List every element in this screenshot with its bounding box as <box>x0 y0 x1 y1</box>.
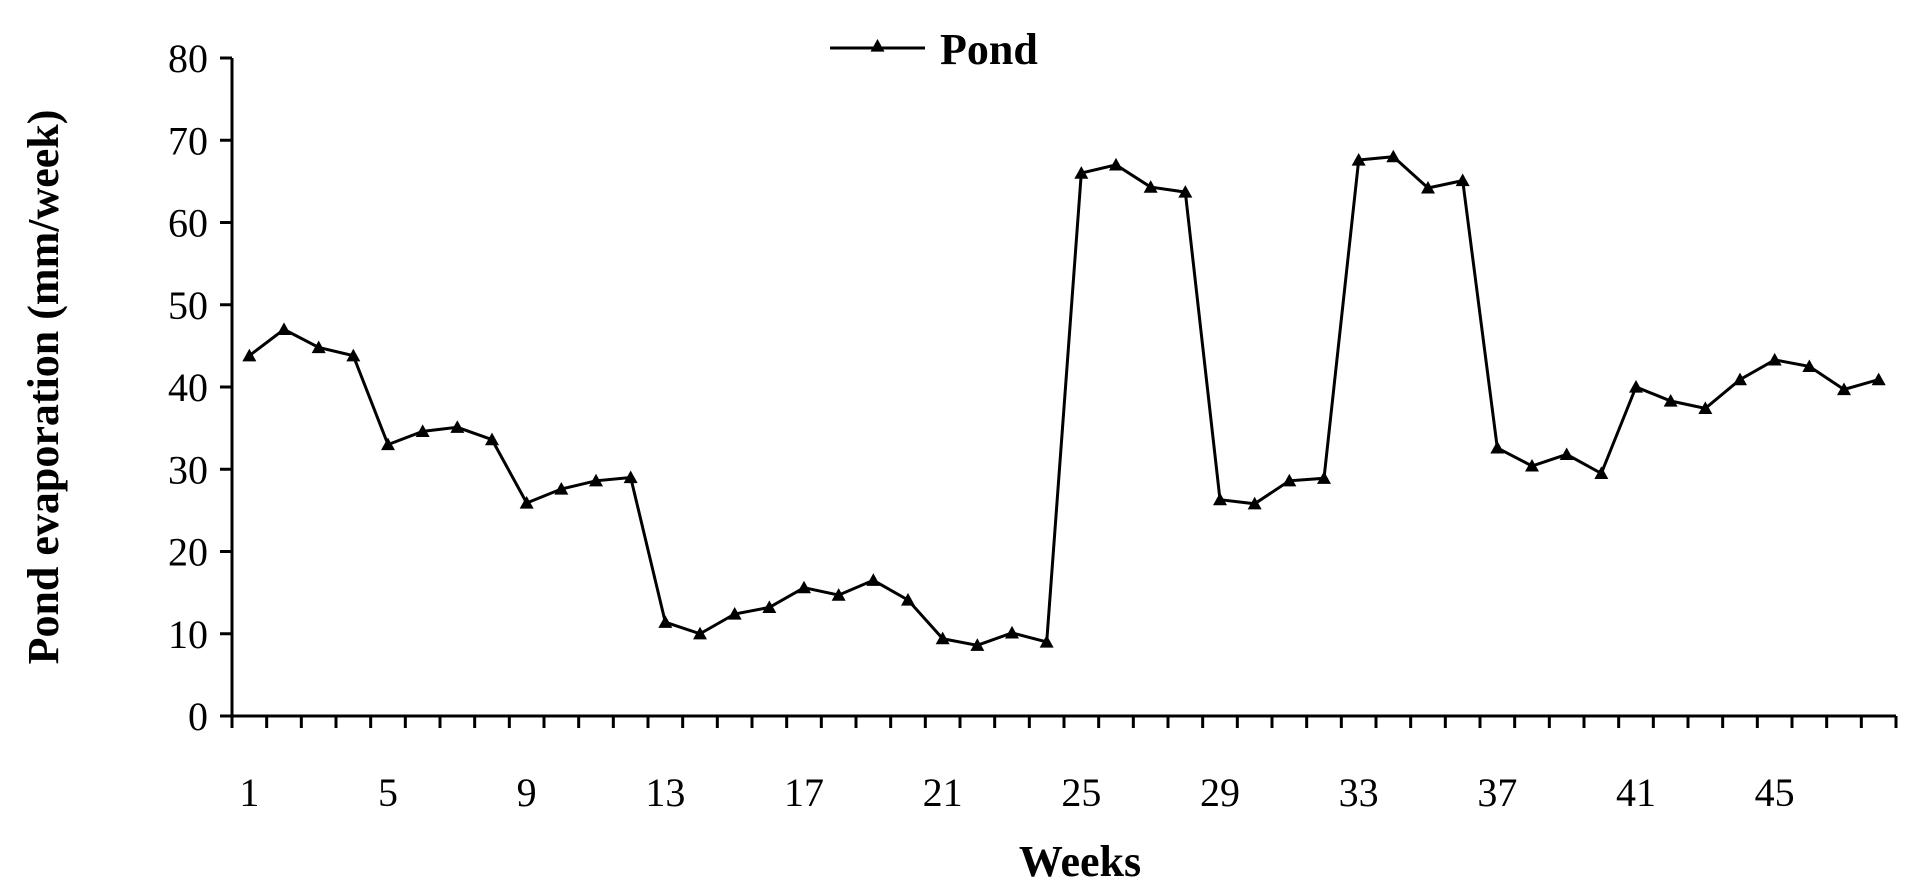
x-tick-label: 5 <box>378 770 398 815</box>
data-point <box>1109 157 1123 171</box>
data-point <box>311 340 326 354</box>
x-tick-label: 21 <box>923 770 963 815</box>
data-point <box>762 600 777 614</box>
x-tick-label: 33 <box>1339 770 1379 815</box>
y-axis-title: Pond evaporation (mm/week) <box>19 110 68 665</box>
x-tick-label: 9 <box>517 770 537 815</box>
x-tick-label: 25 <box>1061 770 1101 815</box>
data-point <box>1317 471 1331 484</box>
data-point <box>450 420 465 433</box>
series-line-pond <box>248 155 1880 647</box>
data-point <box>1351 152 1366 166</box>
data-point <box>1247 496 1262 510</box>
data-point <box>866 573 881 586</box>
x-tick-label: 29 <box>1200 770 1240 815</box>
data-point <box>1698 401 1713 414</box>
y-tick-label: 20 <box>168 530 208 575</box>
data-point <box>1733 372 1747 386</box>
data-point <box>485 432 499 446</box>
data-point <box>1490 440 1505 454</box>
x-tick-label: 1 <box>239 770 259 815</box>
data-point <box>1837 382 1851 396</box>
data-point <box>970 638 985 651</box>
data-point <box>519 495 534 509</box>
legend-marker-pond <box>870 39 885 52</box>
y-tick-label: 10 <box>168 612 208 657</box>
legend-label-pond: Pond <box>940 25 1038 74</box>
data-point <box>1802 359 1817 373</box>
data-point <box>346 348 361 362</box>
y-tick-label: 0 <box>188 694 208 739</box>
data-point <box>1594 466 1609 479</box>
data-point <box>1629 380 1643 393</box>
data-point <box>589 473 603 487</box>
data-point <box>1767 352 1782 366</box>
data-point <box>1525 458 1539 472</box>
y-tick-label: 80 <box>168 36 208 81</box>
y-ticks <box>220 56 232 718</box>
x-tick-label: 13 <box>645 770 685 815</box>
data-point <box>658 615 673 628</box>
data-point <box>1455 173 1470 187</box>
legend: Pond <box>830 25 1038 74</box>
data-point <box>554 481 569 495</box>
data-point <box>935 631 950 645</box>
data-point <box>1178 185 1193 198</box>
data-point <box>1386 149 1401 163</box>
x-ticks <box>230 716 1898 728</box>
data-point <box>1282 473 1297 487</box>
data-point <box>1143 180 1158 193</box>
y-tick-labels: 0 10 20 30 40 50 60 70 80 <box>168 36 208 739</box>
data-point <box>381 437 395 451</box>
data-point <box>1663 393 1678 407</box>
y-tick-label: 40 <box>168 365 208 410</box>
x-axis-title: Weeks <box>1019 837 1141 882</box>
y-tick-label: 60 <box>168 201 208 246</box>
x-tick-label: 37 <box>1477 770 1517 815</box>
data-point <box>415 424 430 438</box>
data-point <box>1005 625 1019 639</box>
data-point <box>693 626 707 640</box>
y-tick-label: 50 <box>168 283 208 328</box>
x-tick-label: 45 <box>1755 770 1795 815</box>
data-point <box>277 322 291 336</box>
plot-area <box>242 149 1886 651</box>
series-markers-pond <box>242 149 1886 651</box>
data-point <box>1039 634 1054 648</box>
data-point <box>831 588 846 601</box>
data-point <box>727 607 742 620</box>
data-point <box>1213 492 1227 506</box>
data-point <box>623 470 638 484</box>
data-point <box>797 580 811 594</box>
data-point <box>1559 447 1574 461</box>
data-point <box>1871 372 1886 386</box>
data-point <box>901 593 915 606</box>
x-tick-label: 17 <box>784 770 824 815</box>
x-tick-labels: 1 5 9 13 17 21 25 29 33 37 41 45 <box>239 770 1794 815</box>
data-point <box>242 348 257 362</box>
y-tick-label: 70 <box>168 118 208 163</box>
x-tick-label: 41 <box>1616 770 1656 815</box>
y-tick-label: 30 <box>168 447 208 492</box>
data-point <box>1421 180 1435 194</box>
data-point <box>1074 166 1089 179</box>
